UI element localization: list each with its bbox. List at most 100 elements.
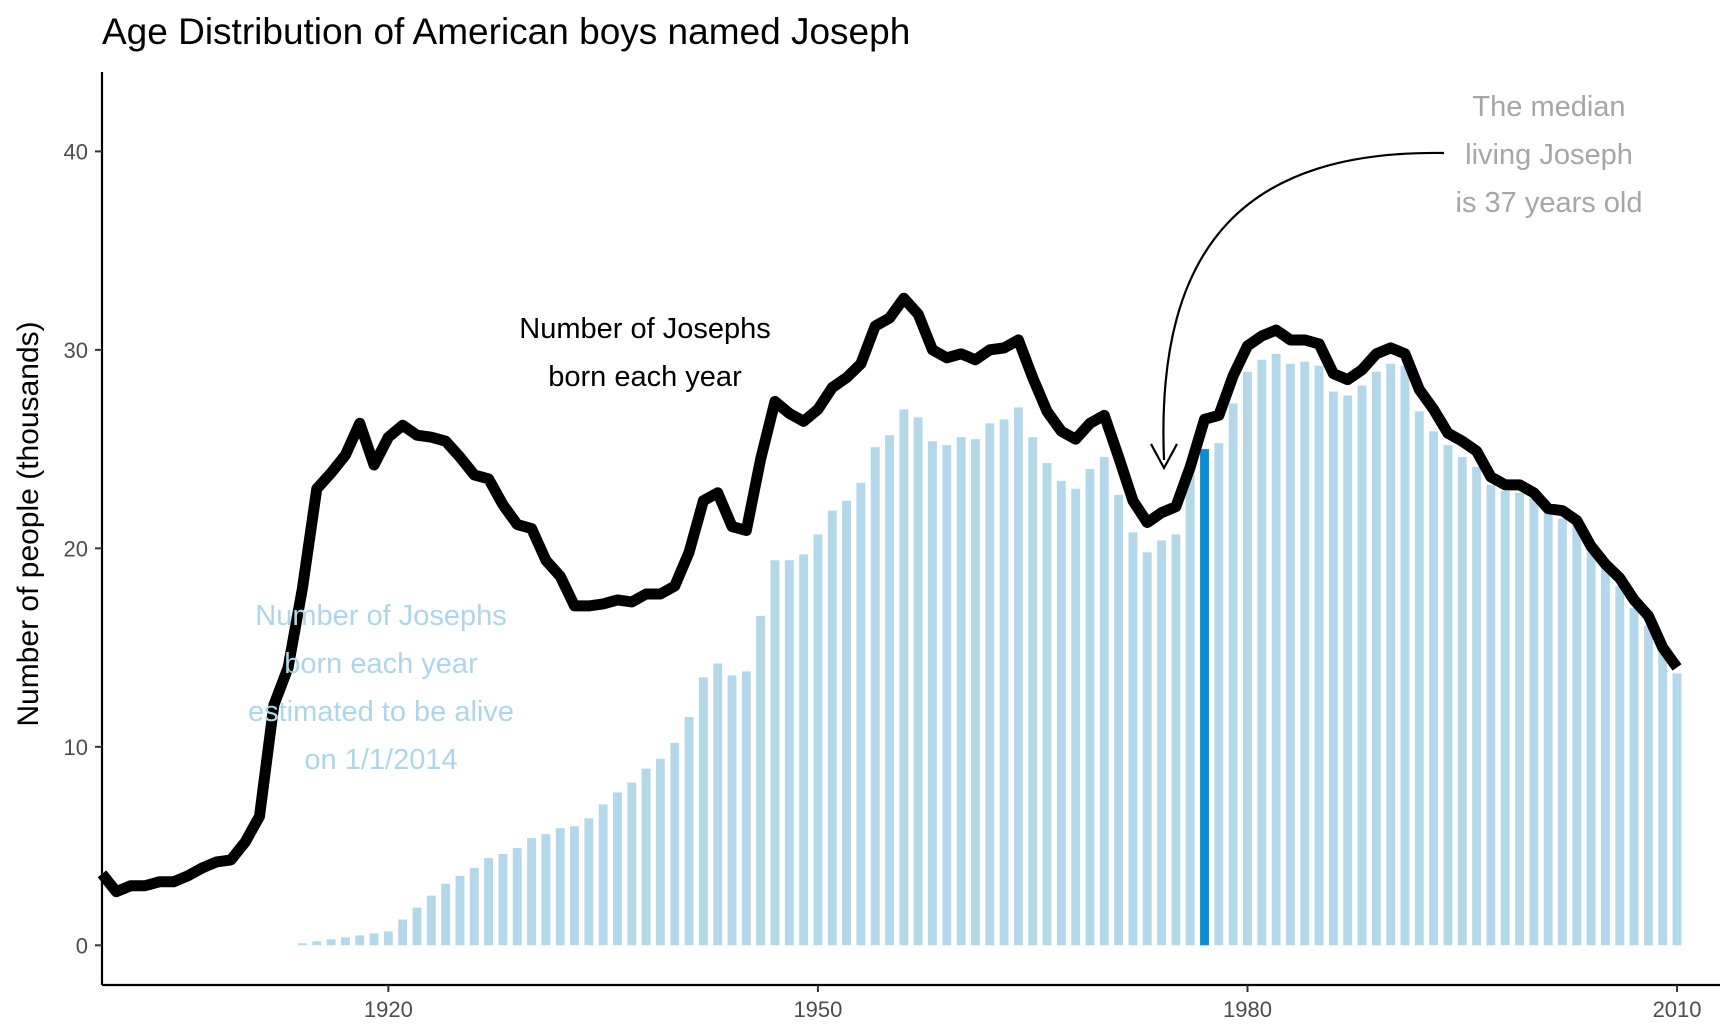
bar	[885, 435, 894, 946]
bar	[1629, 607, 1639, 946]
y-axis-title: Number of people (thousands)	[12, 321, 45, 726]
bar	[1243, 371, 1252, 946]
median-arrow-head	[1150, 443, 1178, 471]
bar	[1157, 540, 1167, 946]
y-ticks: 0 10 20 30 40	[64, 139, 102, 958]
bar	[527, 838, 536, 946]
bar	[741, 671, 751, 946]
bar	[1472, 466, 1482, 946]
bar	[1085, 468, 1095, 946]
bar	[1171, 534, 1181, 946]
bar	[326, 939, 336, 946]
annotation-alive: Number of Josephs born each year estimated…	[248, 600, 514, 776]
bar	[770, 560, 780, 946]
bar	[541, 834, 551, 946]
bar	[1386, 363, 1396, 946]
bar	[1586, 544, 1596, 946]
bar	[1601, 564, 1610, 946]
bar	[1529, 496, 1539, 946]
bar	[1357, 385, 1367, 946]
bar	[784, 560, 794, 946]
bars-layer	[298, 353, 1682, 946]
annotation-born-line: Number of Josephs	[519, 313, 770, 345]
annotation-alive-line: estimated to be alive	[248, 696, 514, 728]
bar	[1371, 371, 1381, 946]
bar	[584, 818, 594, 946]
bar	[1443, 445, 1453, 946]
bar	[684, 717, 694, 946]
bar	[412, 907, 422, 946]
bar	[1572, 524, 1582, 946]
bar	[1071, 488, 1081, 946]
annotation-median-line: The median	[1472, 91, 1625, 123]
born-each-year-line	[97, 292, 1682, 898]
bar	[512, 848, 522, 946]
bar	[756, 615, 766, 946]
bar	[383, 931, 393, 946]
bar	[698, 677, 708, 946]
bar	[298, 943, 307, 946]
bar	[1013, 407, 1023, 946]
y-tick-label: 10	[64, 735, 88, 760]
bar	[1328, 391, 1338, 946]
bar	[627, 782, 637, 946]
bar	[1343, 395, 1353, 946]
bar	[1457, 457, 1467, 946]
bar	[1286, 363, 1295, 946]
bar	[928, 441, 937, 946]
bar	[970, 439, 980, 946]
bar	[369, 933, 379, 946]
bar	[1185, 463, 1195, 946]
bar	[1643, 625, 1653, 946]
bar	[484, 857, 494, 946]
chart-title: Age Distribution of American boys named …	[102, 11, 910, 52]
bar	[1314, 365, 1324, 946]
bar	[570, 826, 579, 946]
bar	[469, 867, 479, 946]
x-tick-label: 1920	[364, 997, 413, 1022]
bar	[641, 768, 651, 946]
bar	[1300, 361, 1310, 946]
bar	[1028, 437, 1038, 946]
y-tick-label: 40	[64, 139, 88, 164]
bar	[799, 554, 809, 946]
bar	[455, 875, 465, 946]
annotation-median-line: living Joseph	[1465, 139, 1633, 171]
bar	[655, 758, 665, 946]
bar	[899, 409, 909, 946]
bar	[1658, 651, 1668, 946]
bar-median-year	[1200, 449, 1209, 946]
bar	[913, 417, 923, 946]
bar	[1400, 365, 1410, 946]
bar	[842, 500, 852, 946]
bar	[1042, 463, 1052, 946]
bar	[1128, 532, 1138, 946]
bar	[856, 482, 866, 946]
y-tick-label: 0	[76, 933, 88, 958]
bar	[813, 534, 823, 946]
annotation-alive-line: born each year	[284, 648, 478, 680]
bar	[555, 828, 565, 946]
bar	[1257, 359, 1267, 946]
median-arrow	[1162, 151, 1445, 461]
y-tick-label: 20	[64, 536, 88, 561]
bar	[1429, 431, 1439, 946]
y-tick-label: 30	[64, 338, 88, 363]
bar	[1486, 484, 1496, 946]
bar	[355, 935, 365, 946]
bar	[1228, 403, 1238, 946]
annotation-alive-line: on 1/1/2014	[304, 744, 457, 776]
annotation-median-line: is 37 years old	[1456, 187, 1643, 219]
x-tick-label: 1950	[793, 997, 842, 1022]
bar	[340, 937, 350, 946]
annotation-median: The median living Joseph is 37 years old	[1456, 91, 1643, 219]
bar	[312, 941, 322, 946]
bar	[827, 510, 837, 946]
bar	[1672, 673, 1682, 946]
bar	[1114, 494, 1124, 946]
bar	[727, 675, 737, 946]
bar	[498, 854, 508, 946]
bar	[1615, 586, 1625, 946]
x-ticks: 1920 1950 1980 2010	[364, 985, 1702, 1022]
